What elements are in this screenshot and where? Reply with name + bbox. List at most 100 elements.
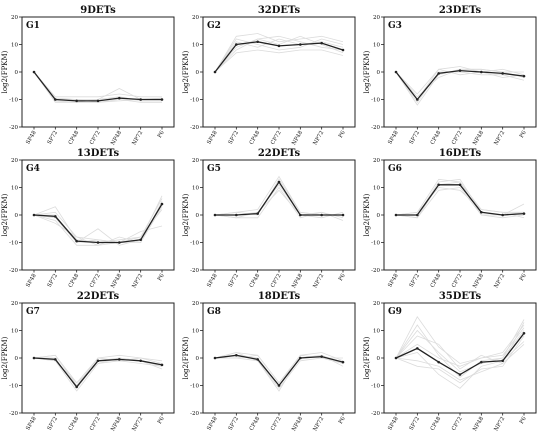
mean-point <box>320 355 323 358</box>
y-tick-label: 20 <box>373 158 380 164</box>
x-tick-label: P6 <box>338 416 347 426</box>
panel-title: 9DETs <box>80 5 116 16</box>
y-tick-label: -10 <box>9 241 18 247</box>
y-tick-label: 10 <box>373 43 380 49</box>
y-tick-label: -20 <box>371 125 380 131</box>
x-tick-label: P6 <box>519 416 528 426</box>
mean-point <box>32 213 36 217</box>
mean-point <box>75 239 78 243</box>
y-tick-label: 10 <box>373 186 380 192</box>
y-axis-label: log2(FPKM) <box>182 50 190 93</box>
y-tick-label: -20 <box>190 411 199 417</box>
mean-point <box>501 213 504 217</box>
mean-point <box>235 213 238 217</box>
mean-point <box>437 72 440 75</box>
plot-frame <box>202 16 356 128</box>
panel-title: 23DETs <box>439 5 482 16</box>
mean-point <box>522 331 526 335</box>
mean-point <box>394 356 398 360</box>
group-label: G9 <box>388 307 402 317</box>
y-axis-label: log2(FPKM) <box>1 336 9 379</box>
mean-point <box>96 99 100 103</box>
background-profile-line <box>33 354 163 387</box>
mean-point <box>32 70 36 74</box>
y-tick-label: 10 <box>192 186 199 192</box>
y-axis-label: log2(FPKM) <box>1 50 9 93</box>
mean-point <box>256 212 259 215</box>
mean-point <box>160 202 164 206</box>
background-profile-line <box>395 344 525 381</box>
y-tick-label: 0 <box>377 356 381 362</box>
y-tick-label: -10 <box>190 241 199 247</box>
mean-point <box>394 70 398 74</box>
panel-title: 22DETs <box>258 148 301 159</box>
mean-point <box>522 74 526 78</box>
mean-point <box>256 358 259 361</box>
mean-point <box>54 98 57 101</box>
y-tick-label: 10 <box>192 329 199 335</box>
mean-point <box>118 241 121 244</box>
x-tick-label: P6 <box>157 130 166 140</box>
y-tick-label: 0 <box>377 70 381 76</box>
mean-point <box>341 213 345 217</box>
y-tick-label: -10 <box>9 384 18 390</box>
mean-point <box>437 360 440 364</box>
background-profile-line <box>214 38 344 73</box>
y-tick-label: 10 <box>11 43 18 49</box>
background-profile-line <box>395 66 525 95</box>
mean-point <box>458 69 462 72</box>
mean-point <box>320 41 323 45</box>
y-axis-label: log2(FPKM) <box>363 50 371 93</box>
y-tick-label: -20 <box>190 268 199 274</box>
panel-title: 22DETs <box>77 291 120 302</box>
background-profile-line <box>214 49 344 73</box>
y-tick-label: 20 <box>11 158 18 164</box>
mean-point <box>139 98 142 101</box>
group-label: G8 <box>207 307 221 317</box>
background-profile-line <box>395 68 524 98</box>
mean-point <box>480 210 483 214</box>
y-axis-label: log2(FPKM) <box>363 193 371 236</box>
group-label: G4 <box>26 164 40 174</box>
mean-point <box>235 43 238 46</box>
background-profile-line <box>214 35 344 73</box>
mean-point <box>501 72 504 75</box>
y-tick-label: 20 <box>373 301 380 307</box>
y-tick-label: 10 <box>11 186 18 192</box>
y-tick-label: 20 <box>192 15 199 21</box>
y-tick-label: 20 <box>192 301 199 307</box>
y-tick-label: -10 <box>9 98 18 104</box>
mean-point <box>416 213 419 217</box>
y-tick-label: 10 <box>192 43 199 49</box>
mean-point <box>501 359 504 363</box>
background-profile-line <box>214 189 344 221</box>
mean-point <box>341 360 345 364</box>
background-profile-line <box>395 319 525 378</box>
y-axis-label: log2(FPKM) <box>363 336 371 379</box>
background-profile-line <box>215 354 344 384</box>
panel-title: 32DETs <box>258 5 301 16</box>
background-profile-line <box>395 316 525 364</box>
mean-point <box>32 356 36 360</box>
x-tick-label: P6 <box>338 273 347 283</box>
mean-point <box>458 373 462 376</box>
y-tick-label: -10 <box>371 98 380 104</box>
mean-point <box>299 43 302 46</box>
x-tick-label: P6 <box>519 273 528 283</box>
background-profile-line <box>33 71 162 98</box>
y-tick-label: 0 <box>377 213 381 219</box>
y-tick-label: -20 <box>190 125 199 131</box>
background-profile-line <box>33 201 163 246</box>
mean-point <box>416 98 419 101</box>
mean-point <box>235 353 238 357</box>
y-tick-label: -10 <box>371 241 380 247</box>
y-axis-label: log2(FPKM) <box>182 336 190 379</box>
mean-point <box>54 358 57 361</box>
y-tick-label: 0 <box>196 70 200 76</box>
mean-point <box>480 70 483 74</box>
